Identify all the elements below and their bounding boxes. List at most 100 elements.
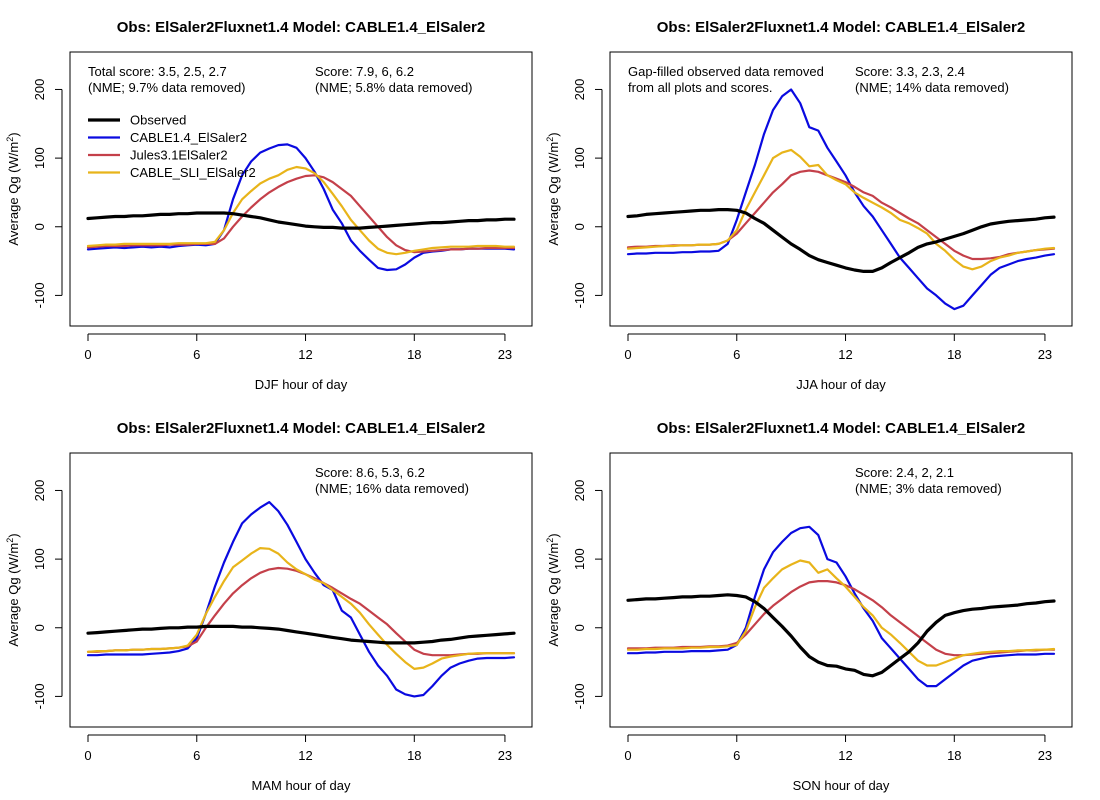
- annotation-text: Gap-filled observed data removed: [628, 64, 824, 79]
- x-tick-label: 12: [838, 347, 852, 362]
- plot-frame: [609, 452, 1073, 728]
- legend: Observed CABLE1.4_ElSaler2 Jules3.1ElSaler…: [88, 113, 256, 180]
- x-axis-label: JJA hour of day: [796, 377, 886, 392]
- y-tick-label: 200: [572, 480, 587, 502]
- plot-frame: [609, 51, 1073, 327]
- x-tick-label: 18: [947, 748, 961, 763]
- series-line-CABLE1.4_ElSaler2: [86, 501, 516, 698]
- plot-frame: [69, 51, 533, 327]
- series-line-CABLE1.4_ElSaler2: [86, 143, 516, 272]
- y-tick-label: -100: [32, 683, 47, 709]
- legend-label: Observed: [130, 113, 186, 128]
- series-line-CABLE_SLI_ElSaler2: [626, 148, 1056, 271]
- series-line-CABLE_SLI_ElSaler2: [86, 546, 516, 671]
- y-axis-label-superscript: 2: [5, 137, 15, 142]
- y-axis-label-text: Average Qg (W/m: [546, 142, 561, 246]
- x-tick-label: 12: [298, 748, 312, 763]
- x-tick-label: 0: [84, 347, 91, 362]
- y-tick-label: 0: [32, 624, 47, 631]
- x-tick-label: 12: [838, 748, 852, 763]
- chart-title: Obs: ElSaler2Fluxnet1.4 Model: CABLE1.4_…: [117, 19, 485, 36]
- x-tick-label: 6: [733, 347, 740, 362]
- y-axis-label-text: Average Qg (W/m: [6, 142, 21, 246]
- series-line-Observed: [86, 624, 516, 645]
- annotation-text: (NME; 9.7% data removed): [88, 80, 246, 95]
- series-line-Observed: [86, 211, 516, 230]
- y-axis-label-text: Average Qg (W/m: [6, 543, 21, 647]
- series-line-CABLE_SLI_ElSaler2: [86, 165, 516, 256]
- annotation-text: (NME; 16% data removed): [315, 481, 469, 496]
- x-tick-label: 0: [84, 748, 91, 763]
- panel-4: Obs: ElSaler2Fluxnet1.4 Model: CABLE1.4_…: [545, 420, 1073, 793]
- y-axis-label: Average Qg (W/m2): [545, 132, 561, 245]
- x-tick-label: 0: [624, 748, 631, 763]
- y-tick-label: 0: [32, 223, 47, 230]
- x-axis-label: MAM hour of day: [252, 778, 351, 793]
- series-line-Jules3.1ElSaler2: [86, 566, 516, 657]
- y-axis-label-text: Average Qg (W/m: [546, 543, 561, 647]
- y-tick-label: 0: [572, 624, 587, 631]
- annotation-text: Score: 3.3, 2.3, 2.4: [855, 64, 965, 79]
- x-tick-label: 23: [498, 748, 512, 763]
- x-tick-label: 18: [407, 748, 421, 763]
- x-tick-label: 6: [193, 748, 200, 763]
- y-axis-label-superscript: 2: [545, 538, 555, 543]
- annotation-text: (NME; 14% data removed): [855, 80, 1009, 95]
- x-tick-label: 6: [733, 748, 740, 763]
- annotation-text: from all plots and scores.: [628, 80, 773, 95]
- y-axis-label-text: ): [6, 132, 21, 136]
- y-axis-label: Average Qg (W/m2): [5, 533, 21, 646]
- y-tick-label: 200: [32, 79, 47, 101]
- x-tick-label: 12: [298, 347, 312, 362]
- series-line-Observed: [626, 208, 1056, 273]
- x-tick-label: 23: [1038, 748, 1052, 763]
- y-tick-label: 100: [32, 548, 47, 570]
- chart-title: Obs: ElSaler2Fluxnet1.4 Model: CABLE1.4_…: [117, 420, 485, 437]
- series-line-CABLE1.4_ElSaler2: [626, 88, 1056, 311]
- y-tick-label: 200: [572, 79, 587, 101]
- y-axis-label-text: ): [546, 533, 561, 537]
- y-tick-label: 0: [572, 223, 587, 230]
- annotation-text: (NME; 3% data removed): [855, 481, 1002, 496]
- chart-title: Obs: ElSaler2Fluxnet1.4 Model: CABLE1.4_…: [657, 420, 1025, 437]
- annotation-text: Score: 2.4, 2, 2.1: [855, 465, 954, 480]
- y-tick-label: 100: [572, 548, 587, 570]
- legend-label: CABLE_SLI_ElSaler2: [130, 165, 256, 180]
- y-axis-label-text: ): [6, 533, 21, 537]
- legend-label: CABLE1.4_ElSaler2: [130, 130, 247, 145]
- annotation-text: Total score: 3.5, 2.5, 2.7: [88, 64, 227, 79]
- series-line-CABLE1.4_ElSaler2: [626, 525, 1056, 688]
- x-tick-label: 23: [498, 347, 512, 362]
- y-axis-label: Average Qg (W/m2): [5, 132, 21, 245]
- legend-label: Jules3.1ElSaler2: [130, 148, 228, 163]
- annotation-text: Score: 7.9, 6, 6.2: [315, 64, 414, 79]
- y-tick-label: -100: [572, 683, 587, 709]
- y-tick-label: -100: [32, 282, 47, 308]
- y-tick-label: 100: [32, 147, 47, 169]
- x-tick-label: 6: [193, 347, 200, 362]
- y-axis-label-superscript: 2: [545, 137, 555, 142]
- y-tick-label: -100: [572, 282, 587, 308]
- annotation-text: Score: 8.6, 5.3, 6.2: [315, 465, 425, 480]
- x-axis-label: DJF hour of day: [255, 377, 348, 392]
- y-axis-label-text: ): [546, 132, 561, 136]
- series-line-CABLE_SLI_ElSaler2: [626, 559, 1056, 667]
- x-tick-label: 18: [947, 347, 961, 362]
- x-tick-label: 0: [624, 347, 631, 362]
- x-tick-label: 18: [407, 347, 421, 362]
- y-tick-label: 200: [32, 480, 47, 502]
- series-line-Jules3.1ElSaler2: [626, 579, 1056, 657]
- panel-2: Obs: ElSaler2Fluxnet1.4 Model: CABLE1.4_…: [545, 19, 1073, 392]
- chart-title: Obs: ElSaler2Fluxnet1.4 Model: CABLE1.4_…: [657, 19, 1025, 36]
- x-tick-label: 23: [1038, 347, 1052, 362]
- series-line-Observed: [626, 593, 1056, 678]
- panel-3: Obs: ElSaler2Fluxnet1.4 Model: CABLE1.4_…: [5, 420, 533, 793]
- y-tick-label: 100: [572, 147, 587, 169]
- panel-1: Obs: ElSaler2Fluxnet1.4 Model: CABLE1.4_…: [5, 19, 533, 392]
- annotation-text: (NME; 5.8% data removed): [315, 80, 473, 95]
- x-axis-label: SON hour of day: [793, 778, 890, 793]
- y-axis-label: Average Qg (W/m2): [545, 533, 561, 646]
- y-axis-label-superscript: 2: [5, 538, 15, 543]
- series-line-Jules3.1ElSaler2: [86, 174, 516, 254]
